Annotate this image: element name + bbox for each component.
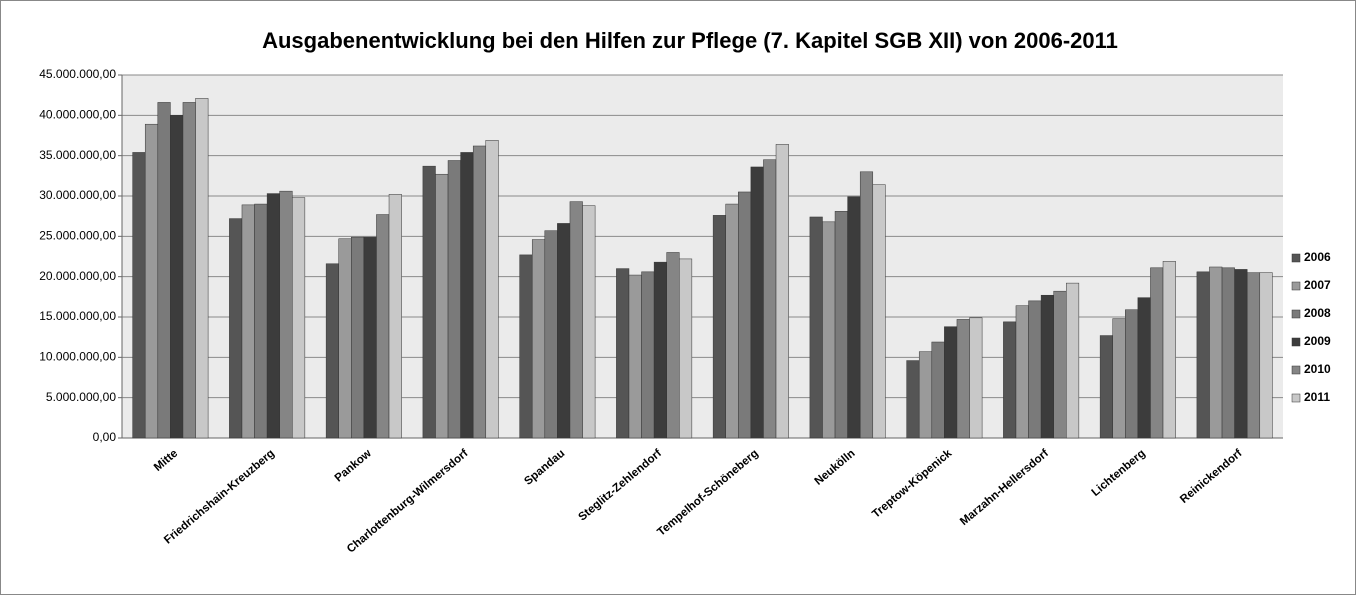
bar bbox=[472, 145, 487, 439]
bar bbox=[460, 152, 474, 439]
y-tick-label: 35.000.000,00 bbox=[39, 148, 116, 162]
bar bbox=[1125, 309, 1139, 439]
bar bbox=[666, 252, 680, 439]
y-tick-label: 5.000.000,00 bbox=[46, 390, 116, 404]
bar bbox=[157, 102, 171, 439]
bar bbox=[544, 230, 558, 439]
bar bbox=[653, 261, 667, 439]
bar bbox=[435, 173, 449, 439]
bar bbox=[519, 254, 533, 439]
legend-label: 2008 bbox=[1304, 306, 1331, 320]
bar bbox=[1028, 300, 1042, 439]
y-tick-label: 40.000.000,00 bbox=[39, 108, 116, 122]
bar bbox=[266, 193, 280, 439]
bar bbox=[641, 271, 655, 439]
bar bbox=[132, 152, 146, 439]
legend-swatch bbox=[1291, 309, 1301, 319]
bar bbox=[712, 215, 726, 439]
y-tick-label: 25.000.000,00 bbox=[39, 229, 116, 243]
bar bbox=[969, 317, 983, 439]
bar bbox=[822, 221, 836, 439]
plot-area bbox=[122, 75, 1283, 438]
bar bbox=[229, 218, 243, 439]
bar bbox=[279, 190, 293, 439]
bar bbox=[872, 184, 886, 439]
bar bbox=[944, 326, 958, 439]
bar bbox=[750, 166, 764, 439]
bar bbox=[241, 204, 255, 439]
legend-label: 2009 bbox=[1304, 334, 1331, 348]
bar bbox=[531, 239, 546, 439]
bar bbox=[906, 360, 920, 439]
bar bbox=[738, 191, 752, 439]
y-tick-label: 20.000.000,00 bbox=[39, 269, 116, 283]
bar bbox=[859, 171, 874, 439]
bar bbox=[144, 123, 159, 439]
bar bbox=[1196, 271, 1210, 439]
bar bbox=[775, 144, 789, 439]
bar bbox=[1066, 282, 1080, 439]
bar bbox=[956, 319, 970, 439]
bar bbox=[628, 274, 642, 439]
bar bbox=[1150, 267, 1164, 439]
bar bbox=[182, 102, 196, 439]
bar bbox=[292, 197, 306, 439]
bar bbox=[1162, 261, 1176, 439]
bar bbox=[834, 211, 848, 439]
bar bbox=[931, 341, 945, 439]
bar bbox=[254, 203, 268, 439]
bar bbox=[1137, 297, 1151, 439]
bar bbox=[679, 258, 693, 439]
y-tick-label: 30.000.000,00 bbox=[39, 188, 116, 202]
legend-swatch bbox=[1291, 365, 1301, 375]
bar bbox=[195, 98, 209, 439]
bar bbox=[1003, 321, 1017, 439]
bar bbox=[616, 268, 630, 439]
bar bbox=[1209, 266, 1223, 439]
bar bbox=[447, 160, 461, 439]
bar bbox=[170, 115, 184, 439]
bar bbox=[363, 236, 377, 439]
legend-label: 2006 bbox=[1304, 250, 1331, 264]
y-tick-label: 15.000.000,00 bbox=[39, 309, 116, 323]
bar bbox=[388, 194, 402, 439]
bar bbox=[809, 216, 823, 439]
bar bbox=[569, 201, 583, 439]
bar bbox=[422, 165, 436, 439]
bar bbox=[763, 159, 777, 439]
bar bbox=[1259, 272, 1273, 439]
y-tick-label: 45.000.000,00 bbox=[39, 67, 116, 81]
bar bbox=[1112, 318, 1126, 439]
legend-swatch bbox=[1291, 337, 1301, 347]
y-tick-label: 0,00 bbox=[93, 430, 117, 444]
bar bbox=[1015, 305, 1029, 439]
y-tick-label: 10.000.000,00 bbox=[39, 350, 116, 364]
bar bbox=[582, 205, 596, 439]
bar bbox=[351, 236, 365, 439]
legend-swatch bbox=[1291, 253, 1301, 263]
bar bbox=[1040, 294, 1054, 439]
bar bbox=[1221, 267, 1235, 439]
legend-label: 2007 bbox=[1304, 278, 1331, 292]
legend-label: 2011 bbox=[1304, 390, 1330, 404]
bar bbox=[376, 214, 390, 439]
legend-label: 2010 bbox=[1304, 362, 1331, 376]
bar bbox=[1234, 269, 1248, 439]
legend-swatch bbox=[1291, 281, 1301, 291]
bar bbox=[1053, 290, 1067, 439]
legend-swatch bbox=[1291, 393, 1301, 403]
bar bbox=[1246, 272, 1261, 439]
bar bbox=[847, 196, 861, 439]
bar bbox=[485, 140, 499, 439]
bar bbox=[325, 263, 339, 439]
bar bbox=[725, 203, 739, 439]
bar bbox=[338, 238, 352, 439]
chart-title: Ausgabenentwicklung bei den Hilfen zur P… bbox=[262, 28, 1118, 53]
bar bbox=[1099, 335, 1113, 439]
bar bbox=[557, 223, 571, 439]
bar bbox=[918, 351, 933, 439]
